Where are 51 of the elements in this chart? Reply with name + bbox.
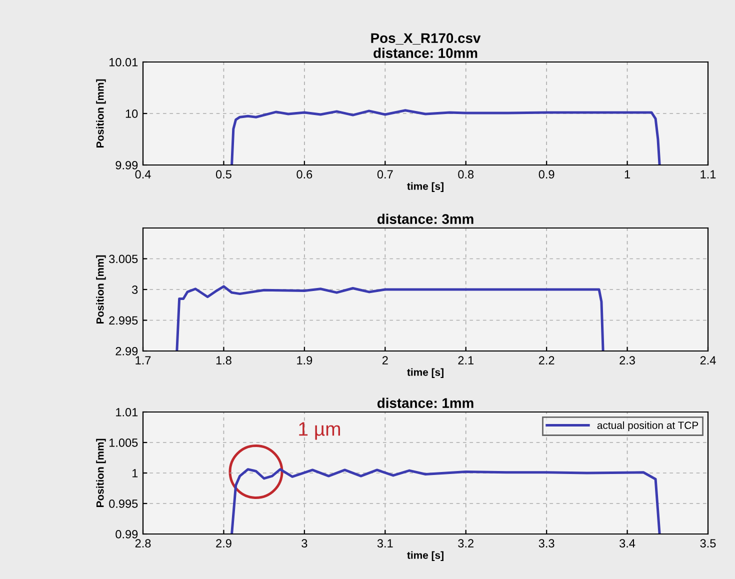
x-axis-title: time [s] bbox=[407, 551, 444, 561]
x-axis-title: time [s] bbox=[407, 182, 444, 192]
x-tick-label: 1.8 bbox=[216, 356, 232, 365]
y-axis-title: Position [mm] bbox=[96, 438, 106, 508]
x-tick-label: 0.7 bbox=[377, 170, 393, 179]
line-series bbox=[230, 109, 661, 165]
x-tick-label: 1.9 bbox=[297, 356, 312, 365]
x-tick-label: 1 bbox=[624, 170, 630, 178]
legend-label: actual position at TCP bbox=[597, 421, 698, 432]
y-tick-label: 2.99 bbox=[116, 347, 138, 356]
x-tick-label: 2.8 bbox=[135, 539, 151, 548]
chart-title: distance: 1mm bbox=[377, 398, 474, 408]
x-tick-label: 0.9 bbox=[538, 170, 554, 179]
y-tick-label: 0.995 bbox=[109, 500, 138, 508]
x-tick-label: 2.2 bbox=[538, 356, 554, 364]
annotation: 1 µm bbox=[299, 422, 340, 440]
chart-title: Pos_X_R170.csv bbox=[371, 33, 481, 45]
y-tick-label: 2.995 bbox=[109, 316, 138, 325]
line-series bbox=[230, 468, 661, 534]
x-tick-label: 0.6 bbox=[296, 170, 312, 179]
y-axis-title: Position [mm] bbox=[96, 255, 106, 324]
chart-title: distance: 3mm bbox=[377, 214, 474, 224]
x-tick-label: 1.7 bbox=[136, 356, 151, 364]
x-tick-label: 3.2 bbox=[458, 539, 474, 548]
x-axis-title: time [s] bbox=[407, 368, 444, 378]
y-tick-label: 10 bbox=[126, 110, 138, 118]
x-tick-label: 2 bbox=[382, 356, 388, 364]
x-tick-label: 2.1 bbox=[458, 356, 474, 364]
x-tick-label: 3 bbox=[302, 539, 308, 548]
y-axis-title: Position [mm] bbox=[96, 79, 106, 148]
x-tick-label: 2.4 bbox=[700, 356, 716, 364]
y-tick-label: 1.01 bbox=[116, 408, 138, 416]
x-tick-label: 3.4 bbox=[620, 539, 636, 548]
y-tick-label: 3.005 bbox=[109, 254, 138, 264]
y-tick-label: 9.99 bbox=[116, 161, 138, 170]
line-series bbox=[176, 285, 604, 351]
x-tick-label: 1.1 bbox=[700, 170, 716, 178]
x-tick-label: 2.3 bbox=[620, 356, 635, 365]
x-tick-label: 0.4 bbox=[135, 170, 151, 179]
x-tick-label: 0.8 bbox=[458, 170, 474, 179]
x-tick-label: 3.3 bbox=[538, 539, 554, 548]
y-tick-label: 3 bbox=[132, 286, 138, 294]
x-tick-label: 3.5 bbox=[700, 539, 716, 548]
y-tick-label: 0.99 bbox=[116, 530, 138, 538]
y-tick-label: 1.005 bbox=[110, 438, 138, 447]
x-tick-label: 0.5 bbox=[216, 170, 232, 179]
y-tick-label: 1 bbox=[132, 469, 138, 478]
chart-subtitle: distance: 10mm bbox=[374, 48, 478, 58]
y-tick-label: 10.01 bbox=[110, 58, 138, 66]
x-tick-label: 2.9 bbox=[216, 539, 232, 548]
x-tick-label: 3.1 bbox=[377, 539, 393, 548]
